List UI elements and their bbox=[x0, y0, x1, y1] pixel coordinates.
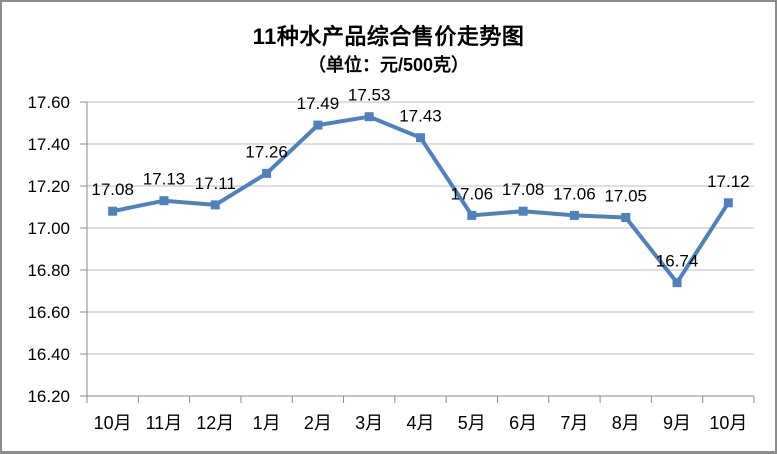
y-axis-label: 17.00 bbox=[27, 219, 70, 238]
data-point-marker bbox=[621, 213, 631, 222]
data-label: 17.06 bbox=[553, 184, 596, 203]
y-axis-label: 16.40 bbox=[27, 345, 70, 364]
data-label: 17.08 bbox=[91, 180, 134, 199]
x-axis-label: 12月 bbox=[196, 413, 234, 433]
data-label: 17.13 bbox=[143, 170, 186, 189]
chart-subtitle: （单位：元/500克） bbox=[307, 55, 470, 75]
data-label: 17.49 bbox=[297, 94, 340, 113]
x-axis-label: 5月 bbox=[458, 413, 486, 433]
data-label: 17.08 bbox=[502, 180, 545, 199]
x-axis-label: 2月 bbox=[304, 413, 332, 433]
data-point-marker bbox=[210, 200, 220, 210]
data-point-marker bbox=[313, 120, 323, 130]
data-label: 17.53 bbox=[348, 86, 391, 105]
data-point-marker bbox=[416, 133, 425, 143]
data-point-marker bbox=[723, 198, 733, 208]
x-axis-label: 9月 bbox=[663, 413, 691, 433]
y-axis-label: 17.20 bbox=[27, 177, 70, 196]
data-label: 16.74 bbox=[656, 252, 699, 271]
x-axis-label: 11月 bbox=[146, 413, 183, 433]
data-point-marker bbox=[467, 210, 477, 220]
data-label: 17.26 bbox=[245, 142, 288, 161]
data-label: 17.06 bbox=[451, 184, 494, 203]
x-axis-label: 10月 bbox=[709, 413, 747, 433]
y-axis-label: 16.60 bbox=[27, 303, 70, 322]
data-point-marker bbox=[108, 206, 118, 216]
data-point-marker bbox=[364, 112, 374, 122]
x-axis-label: 7月 bbox=[560, 413, 588, 433]
data-point-marker bbox=[518, 206, 528, 216]
x-axis-label: 6月 bbox=[509, 413, 537, 433]
data-point-marker bbox=[262, 168, 272, 178]
data-point-marker bbox=[159, 196, 169, 206]
data-point-marker bbox=[569, 210, 579, 220]
data-label: 17.11 bbox=[195, 174, 236, 193]
data-label: 17.12 bbox=[707, 172, 750, 191]
data-label: 17.43 bbox=[399, 107, 442, 126]
chart-title: 11种水产品综合售价走势图 bbox=[252, 24, 525, 49]
x-axis-label: 3月 bbox=[355, 413, 383, 433]
y-axis-label: 17.60 bbox=[27, 93, 70, 112]
x-axis-label: 8月 bbox=[612, 413, 640, 433]
data-point-marker bbox=[672, 278, 682, 288]
x-axis-label: 10月 bbox=[94, 413, 132, 433]
x-axis-label: 1月 bbox=[253, 413, 281, 433]
x-axis-label: 4月 bbox=[406, 413, 434, 433]
y-axis-label: 16.20 bbox=[27, 387, 70, 406]
data-label: 17.05 bbox=[604, 187, 647, 206]
y-axis-label: 16.80 bbox=[27, 261, 70, 280]
y-axis-label: 17.40 bbox=[27, 135, 70, 154]
